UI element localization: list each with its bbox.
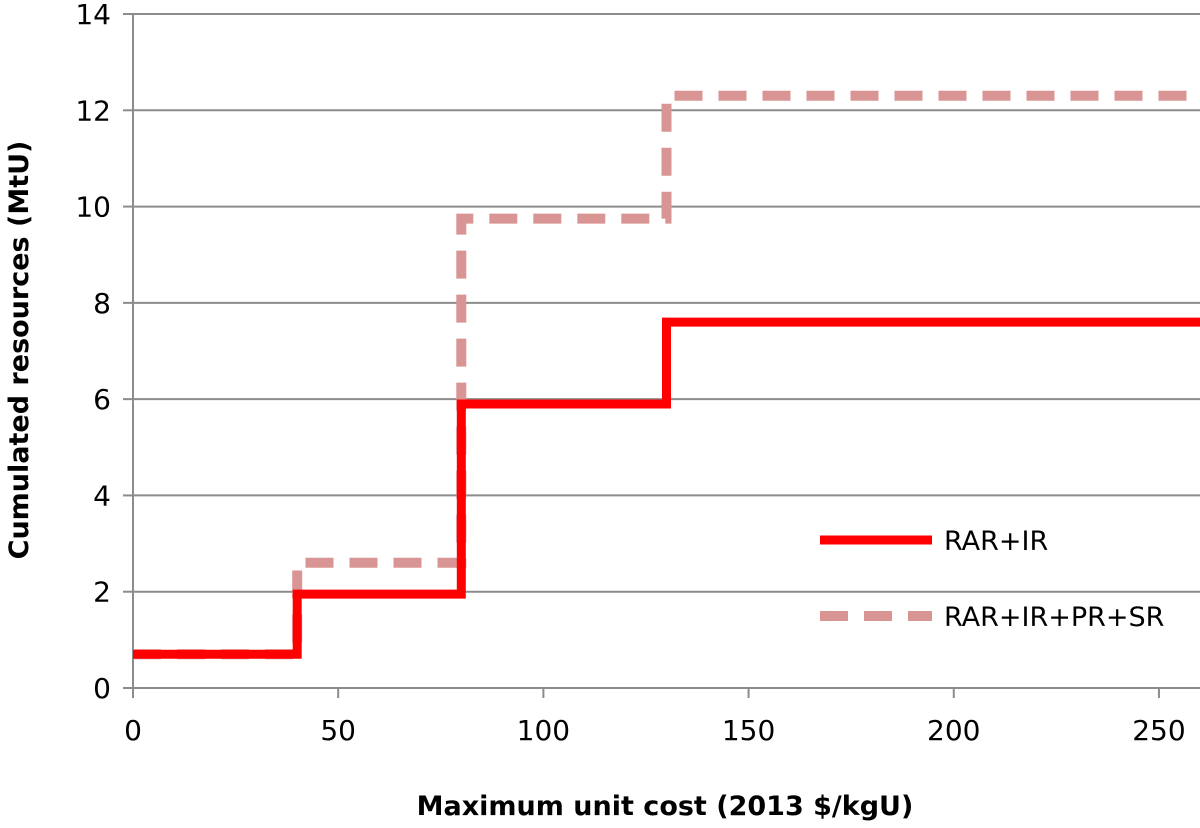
y-tick-label: 0 (93, 672, 111, 705)
y-tick-label: 12 (75, 94, 111, 127)
legend-label-1: RAR+IR+PR+SR (944, 602, 1164, 633)
y-tick-label: 10 (75, 191, 111, 224)
x-tick-label: 250 (1132, 714, 1185, 747)
y-tick-label: 4 (93, 479, 111, 512)
x-tick-labels: 0 50 100 150 200 250 (124, 714, 1186, 747)
y-tick-label: 8 (93, 287, 111, 320)
y-tick-label: 6 (93, 383, 111, 416)
series-line-0 (133, 317, 1200, 659)
y-axis-title: Cumulated resources (MtU) (4, 141, 35, 560)
legend: RAR+IR RAR+IR+PR+SR (820, 526, 1164, 633)
x-tick-label: 50 (320, 714, 356, 747)
axes (123, 13, 1200, 698)
x-axis-title: Maximum unit cost (2013 $/kgU) (417, 791, 914, 822)
x-tick-label: 0 (124, 714, 142, 747)
y-tick-label: 2 (93, 576, 111, 609)
y-tick-label: 14 (75, 0, 111, 31)
x-tick-label: 150 (722, 714, 775, 747)
y-tick-labels: 0 2 4 6 8 10 12 14 (75, 0, 111, 705)
legend-label-0: RAR+IR (944, 526, 1048, 557)
data-series (133, 90, 1200, 660)
x-tick-label: 200 (927, 714, 980, 747)
x-tick-label: 100 (517, 714, 570, 747)
